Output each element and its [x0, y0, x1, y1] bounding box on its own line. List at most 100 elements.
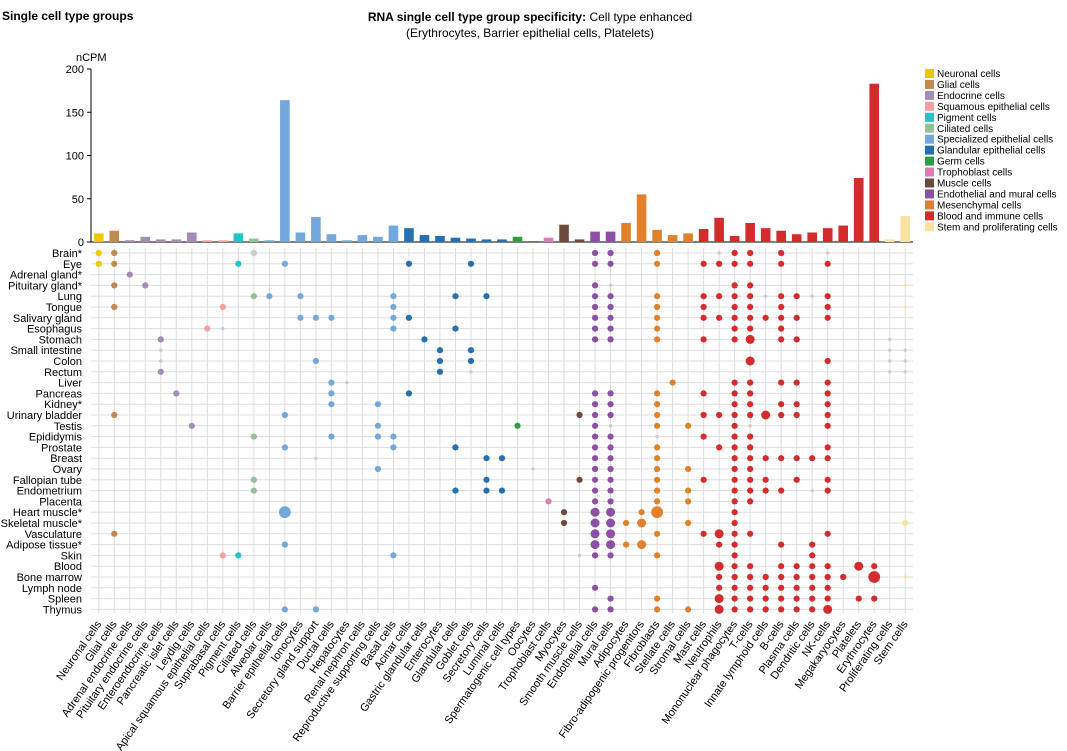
bar: [218, 240, 228, 242]
expression-dot: [607, 260, 614, 267]
legend-label: Squamous epithelial cells: [937, 102, 1050, 113]
expression-dot: [731, 552, 738, 559]
expression-dot: [731, 519, 738, 527]
expression-dot: [591, 584, 599, 591]
expression-dot: [452, 293, 459, 300]
expression-dot: [653, 293, 661, 300]
expression-dot: [716, 260, 723, 267]
expression-dot: [591, 401, 599, 408]
tissue-label: Endometrium: [17, 486, 82, 498]
expression-dot: [825, 251, 830, 255]
tissue-label: Lymph node: [22, 583, 82, 595]
expression-dot: [824, 487, 831, 494]
bar: [342, 240, 352, 242]
tissue-label: Testis: [54, 421, 83, 433]
bar: [528, 241, 538, 242]
tissue-label: Eye: [63, 259, 82, 271]
expression-dot: [591, 303, 599, 311]
expression-dot: [731, 325, 738, 332]
expression-dot: [731, 336, 738, 343]
bar: [869, 83, 880, 242]
expression-dot: [809, 541, 816, 548]
expression-dot: [591, 249, 599, 257]
expression-dot: [514, 422, 521, 429]
expression-dot: [591, 433, 599, 440]
expression-dot: [778, 249, 785, 257]
expression-dot: [810, 488, 814, 493]
expression-dot: [793, 584, 800, 591]
legend-label: Endocrine cells: [937, 91, 1005, 102]
expression-dot: [809, 563, 816, 570]
expression-dot: [778, 541, 785, 548]
expression-dot: [607, 487, 614, 494]
expression-dot: [793, 293, 800, 300]
expression-dot: [467, 347, 475, 354]
tissue-label: Spleen: [48, 594, 82, 606]
expression-dot: [467, 260, 475, 267]
expression-dot: [793, 336, 800, 343]
expression-dot: [111, 530, 118, 537]
expression-dot: [653, 260, 661, 267]
expression-dot: [591, 444, 599, 451]
expression-dot: [902, 519, 909, 527]
tissue-label: Esophagus: [27, 324, 83, 336]
expression-dot: [778, 584, 785, 591]
expression-dot: [250, 293, 257, 300]
expression-dot: [591, 552, 599, 559]
expression-dot: [483, 476, 490, 483]
expression-dot: [685, 487, 692, 494]
expression-dot: [204, 325, 211, 332]
expression-dot: [731, 303, 738, 311]
expression-dot: [498, 487, 506, 494]
bar: [388, 225, 399, 242]
expression-dot: [591, 390, 599, 397]
expression-dot: [685, 498, 692, 505]
legend-label: Muscle cells: [937, 179, 991, 190]
expression-dot: [731, 584, 738, 591]
expression-dot: [607, 606, 614, 613]
expression-dot: [714, 604, 724, 614]
expression-dot: [903, 283, 907, 288]
expression-dot: [653, 552, 661, 559]
bar: [202, 240, 213, 242]
expression-dot: [731, 390, 738, 397]
expression-dot: [266, 293, 273, 300]
tissue-label: Breast: [50, 453, 82, 465]
bar: [776, 230, 786, 242]
expression-dot: [778, 455, 785, 462]
expression-dot: [700, 314, 707, 321]
expression-dot: [793, 476, 800, 483]
expression-dot: [823, 604, 833, 614]
legend-label: Trophoblast cells: [937, 168, 1012, 179]
expression-dot: [606, 507, 616, 517]
expression-dot: [622, 519, 630, 527]
expression-dot: [903, 575, 907, 579]
expression-dot: [405, 390, 413, 397]
expression-dot: [854, 561, 864, 571]
expression-dot: [111, 282, 118, 289]
expression-dot: [685, 519, 692, 527]
expression-dot: [778, 314, 785, 321]
expression-dot: [653, 606, 661, 613]
y-tick-label: 50: [72, 194, 84, 206]
expression-dot: [747, 563, 754, 570]
expression-dot: [653, 303, 661, 311]
dot-grid: [91, 248, 913, 614]
expression-dot: [607, 476, 614, 483]
tissue-label: Heart muscle*: [13, 507, 83, 519]
legend-label: Glandular epithelial cells: [937, 146, 1045, 157]
expression-dot: [778, 487, 785, 494]
expression-dot: [747, 476, 754, 483]
expression-dot: [653, 530, 661, 537]
expression-dot: [762, 606, 769, 613]
expression-dot: [421, 336, 428, 343]
expression-dot: [685, 422, 692, 429]
bar: [574, 239, 585, 242]
expression-dot: [685, 465, 692, 473]
expression-dot: [651, 506, 663, 519]
expression-dot: [653, 336, 661, 343]
legend-swatch: [925, 211, 934, 221]
expression-dot: [126, 271, 133, 278]
legend-label: Stem and proliferating cells: [937, 222, 1058, 233]
